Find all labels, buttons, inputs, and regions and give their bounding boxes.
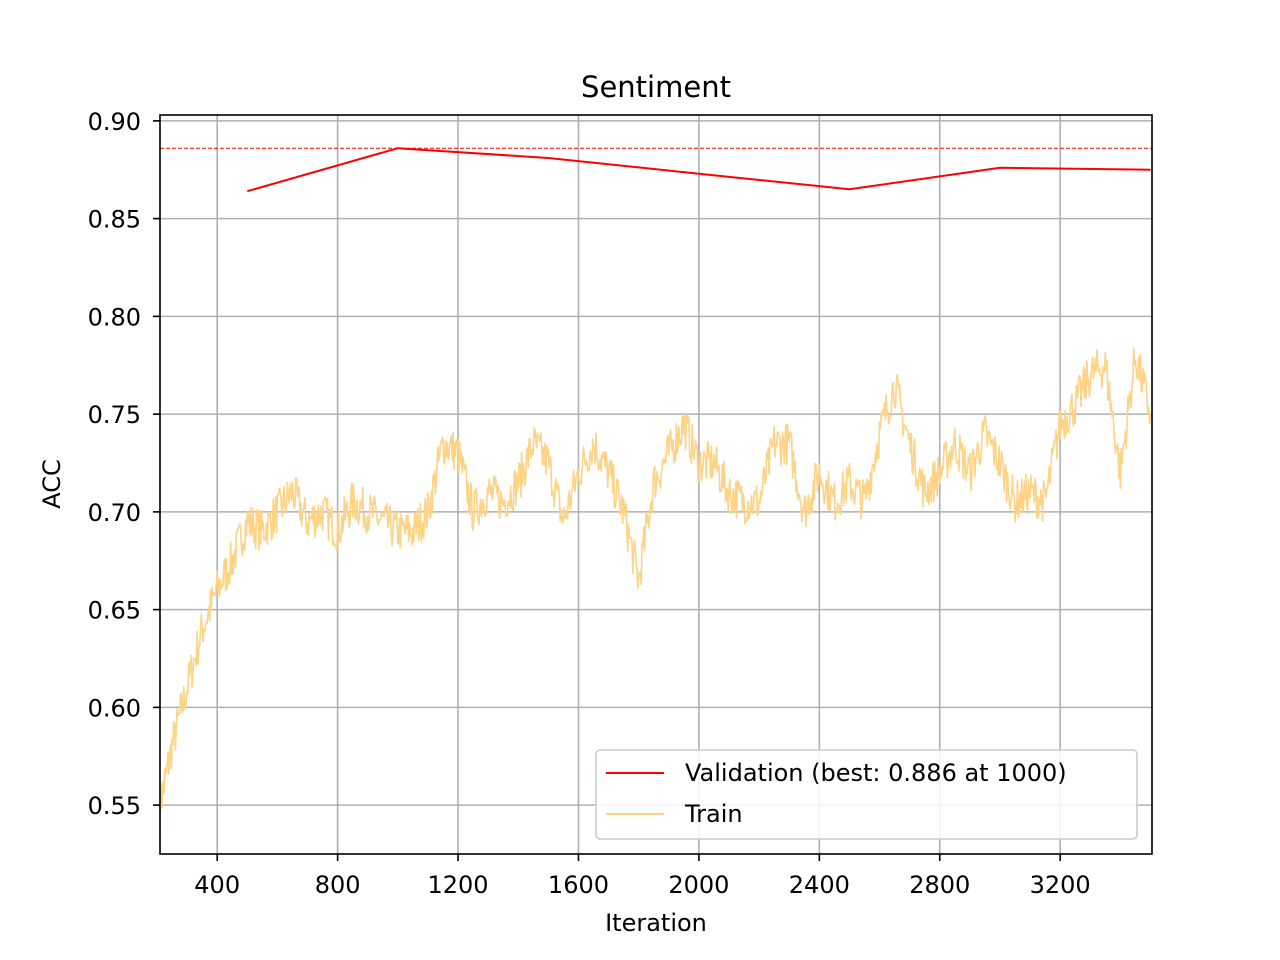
x-axis-label: Iteration	[605, 909, 707, 937]
axis-ticks: 400 800 1200 1600 2000 2400 2800 3200 0.55 0.60 0.…	[88, 108, 1091, 899]
series-group	[160, 147, 1152, 827]
y-tick-label: 0.70	[88, 499, 141, 527]
x-tick-label: 800	[315, 871, 361, 899]
y-axis-label: ACC	[38, 459, 66, 509]
x-tick-label: 1600	[548, 871, 609, 899]
chart-title: Sentiment	[581, 70, 731, 104]
x-tick-label: 2000	[668, 871, 729, 899]
y-tick-label: 0.85	[88, 206, 141, 234]
y-tick-label: 0.75	[88, 401, 141, 429]
x-tick-label: 1200	[428, 871, 489, 899]
y-tick-label: 0.80	[88, 303, 141, 331]
y-tick-label: 0.65	[88, 597, 141, 625]
legend-label-train: Train	[684, 800, 743, 828]
x-tick-label: 3200	[1030, 871, 1091, 899]
train-series-line	[160, 347, 1152, 827]
axes-frame	[159, 114, 1153, 855]
grid	[160, 115, 1152, 854]
x-tick-label: 400	[194, 871, 240, 899]
legend: Validation (best: 0.886 at 1000) Train	[595, 749, 1138, 840]
y-tick-label: 0.55	[88, 792, 141, 820]
x-tick-label: 2800	[909, 871, 970, 899]
legend-box	[595, 749, 1138, 840]
x-tick-label: 2400	[789, 871, 850, 899]
legend-label-validation: Validation (best: 0.886 at 1000)	[685, 759, 1067, 787]
y-tick-label: 0.60	[88, 694, 141, 722]
y-tick-label: 0.90	[88, 108, 141, 136]
plot-data	[160, 147, 1152, 827]
